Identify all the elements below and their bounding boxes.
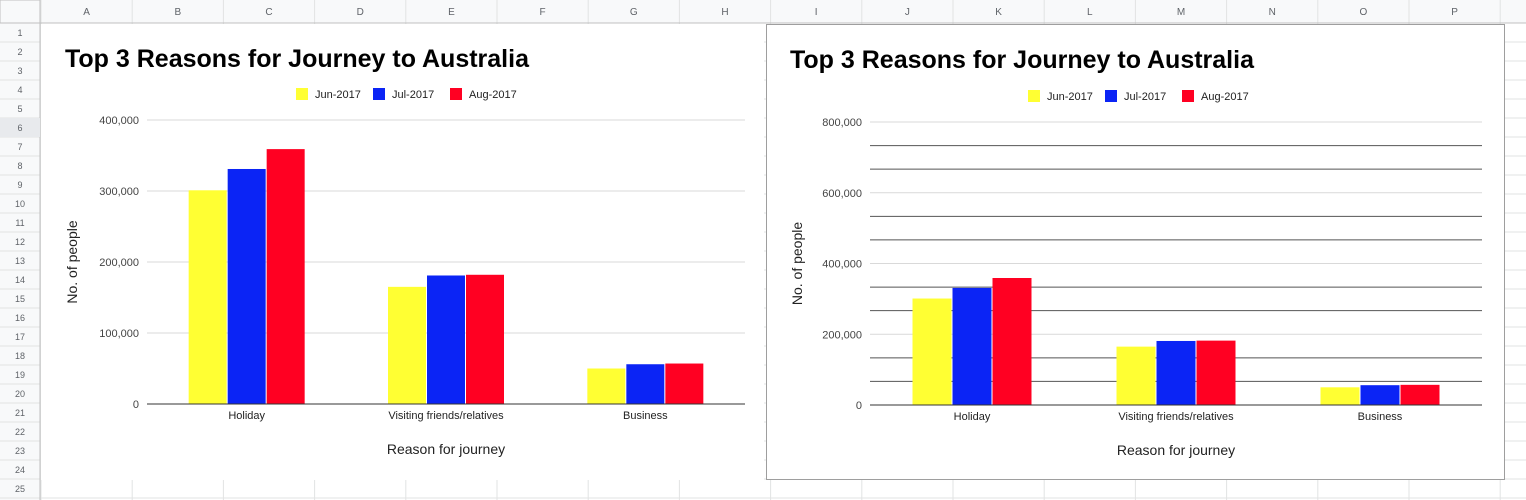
y-tick-label: 400,000 bbox=[99, 115, 139, 127]
column-header-P[interactable]: P bbox=[1451, 7, 1458, 18]
bar-Jul-2017-Business[interactable] bbox=[1360, 385, 1400, 405]
y-tick-label: 0 bbox=[133, 399, 139, 411]
bar-Aug-2017-Business[interactable] bbox=[1400, 384, 1440, 405]
bar-Jun-2017-Business[interactable] bbox=[1320, 387, 1360, 405]
bar-Jul-2017-Holiday[interactable] bbox=[227, 168, 266, 404]
legend-label-Jun-2017: Jun-2017 bbox=[1047, 91, 1093, 103]
row-header-16[interactable]: 16 bbox=[15, 313, 25, 323]
row-header-2[interactable]: 2 bbox=[17, 47, 22, 57]
x-tick-label: Visiting friends/relatives bbox=[1118, 411, 1234, 423]
chart-2[interactable]: Top 3 Reasons for Journey to Australia Ju… bbox=[766, 24, 1505, 480]
chart-title: Top 3 Reasons for Journey to Australia bbox=[65, 45, 530, 73]
row-header-25[interactable]: 25 bbox=[15, 484, 25, 494]
bar-Jul-2017-Business[interactable] bbox=[626, 364, 665, 404]
column-header-E[interactable]: E bbox=[448, 7, 455, 18]
row-header-11[interactable]: 11 bbox=[15, 218, 24, 228]
y-tick-label: 400,000 bbox=[822, 259, 862, 271]
bar-Aug-2017-Holiday[interactable] bbox=[266, 149, 305, 404]
y-tick-label: 100,000 bbox=[99, 328, 139, 340]
row-header-22[interactable]: 22 bbox=[15, 427, 25, 437]
column-header-H[interactable]: H bbox=[721, 7, 728, 18]
y-tick-label: 0 bbox=[856, 400, 862, 412]
x-tick-label: Holiday bbox=[228, 410, 265, 422]
column-header-M[interactable]: M bbox=[1177, 7, 1185, 18]
bar-Jul-2017-Holiday[interactable] bbox=[952, 287, 992, 405]
x-axis-title: Reason for journey bbox=[387, 441, 505, 457]
column-header-G[interactable]: G bbox=[630, 7, 638, 18]
column-header-N[interactable]: N bbox=[1269, 7, 1276, 18]
legend-swatch-Jun-2017 bbox=[296, 88, 308, 100]
row-header-1[interactable]: 1 bbox=[17, 28, 22, 38]
y-axis-title: No. of people bbox=[64, 220, 80, 303]
bar-Aug-2017-Visiting friends/relatives[interactable] bbox=[1196, 340, 1236, 405]
column-header-K[interactable]: K bbox=[995, 7, 1002, 18]
legend-swatch-Jun-2017 bbox=[1028, 90, 1040, 102]
row-header-7[interactable]: 7 bbox=[17, 142, 22, 152]
legend-label-Aug-2017: Aug-2017 bbox=[1201, 91, 1249, 103]
row-header-20[interactable]: 20 bbox=[15, 389, 25, 399]
legend-label-Jul-2017: Jul-2017 bbox=[1124, 91, 1166, 103]
column-header-L[interactable]: L bbox=[1087, 7, 1093, 18]
bar-Jun-2017-Holiday[interactable] bbox=[912, 298, 952, 405]
row-header-18[interactable]: 18 bbox=[15, 351, 25, 361]
row-header-4[interactable]: 4 bbox=[17, 85, 22, 95]
legend-label-Jun-2017: Jun-2017 bbox=[315, 89, 361, 101]
chart-title: Top 3 Reasons for Journey to Australia bbox=[790, 46, 1255, 74]
column-header-B[interactable]: B bbox=[174, 7, 181, 18]
column-header-C[interactable]: C bbox=[265, 7, 272, 18]
row-header-15[interactable]: 15 bbox=[15, 294, 25, 304]
chart-1[interactable]: Top 3 Reasons for Journey to Australia Ju… bbox=[41, 24, 764, 480]
y-tick-label: 300,000 bbox=[99, 186, 139, 198]
x-tick-label: Visiting friends/relatives bbox=[388, 410, 504, 422]
row-header-19[interactable]: 19 bbox=[15, 370, 25, 380]
column-header-D[interactable]: D bbox=[357, 7, 364, 18]
bar-Jul-2017-Visiting friends/relatives[interactable] bbox=[427, 275, 465, 404]
legend-swatch-Aug-2017 bbox=[1182, 90, 1194, 102]
x-tick-label: Holiday bbox=[954, 411, 991, 423]
chart-2-canvas: Top 3 Reasons for Journey to Australia Ju… bbox=[789, 46, 1482, 458]
row-header-24[interactable]: 24 bbox=[15, 465, 25, 475]
row-header-17[interactable]: 17 bbox=[15, 332, 25, 342]
legend-swatch-Jul-2017 bbox=[1105, 90, 1117, 102]
row-header-5[interactable]: 5 bbox=[17, 104, 22, 114]
bar-Jul-2017-Visiting friends/relatives[interactable] bbox=[1156, 340, 1196, 405]
column-header-J[interactable]: J bbox=[905, 7, 910, 18]
y-tick-label: 800,000 bbox=[822, 117, 862, 129]
bar-Jun-2017-Business[interactable] bbox=[587, 368, 626, 405]
bar-Jun-2017-Visiting friends/relatives[interactable] bbox=[1116, 346, 1156, 405]
legend-swatch-Aug-2017 bbox=[450, 88, 462, 100]
bar-Aug-2017-Business[interactable] bbox=[665, 363, 704, 404]
row-header-10[interactable]: 10 bbox=[15, 199, 25, 209]
selected-row-highlight bbox=[0, 118, 40, 137]
x-axis-title: Reason for journey bbox=[1117, 442, 1235, 458]
legend-swatch-Jul-2017 bbox=[373, 88, 385, 100]
row-header-3[interactable]: 3 bbox=[17, 66, 22, 76]
row-header-23[interactable]: 23 bbox=[15, 446, 25, 456]
row-header-12[interactable]: 12 bbox=[15, 237, 25, 247]
y-tick-label: 600,000 bbox=[822, 188, 862, 200]
bar-Aug-2017-Holiday[interactable] bbox=[992, 278, 1032, 405]
row-header-13[interactable]: 13 bbox=[15, 256, 25, 266]
row-header-8[interactable]: 8 bbox=[17, 161, 22, 171]
y-tick-label: 200,000 bbox=[99, 257, 139, 269]
column-header-O[interactable]: O bbox=[1360, 7, 1368, 18]
chart-1-canvas: Top 3 Reasons for Journey to Australia Ju… bbox=[64, 45, 745, 457]
row-header-6[interactable]: 6 bbox=[17, 123, 22, 133]
column-header-A[interactable]: A bbox=[83, 7, 90, 18]
row-header-21[interactable]: 21 bbox=[15, 408, 25, 418]
bar-Jun-2017-Visiting friends/relatives[interactable] bbox=[388, 286, 426, 404]
legend-label-Aug-2017: Aug-2017 bbox=[469, 89, 517, 101]
x-tick-label: Business bbox=[623, 410, 668, 422]
y-axis-title: No. of people bbox=[789, 222, 805, 305]
row-header-14[interactable]: 14 bbox=[15, 275, 25, 285]
bar-Aug-2017-Visiting friends/relatives[interactable] bbox=[466, 274, 504, 404]
column-header-F[interactable]: F bbox=[540, 7, 546, 18]
x-tick-label: Business bbox=[1358, 411, 1403, 423]
y-tick-label: 200,000 bbox=[822, 329, 862, 341]
bar-Jun-2017-Holiday[interactable] bbox=[188, 190, 227, 404]
legend-label-Jul-2017: Jul-2017 bbox=[392, 89, 434, 101]
row-header-9[interactable]: 9 bbox=[17, 180, 22, 190]
column-header-I[interactable]: I bbox=[815, 7, 818, 18]
